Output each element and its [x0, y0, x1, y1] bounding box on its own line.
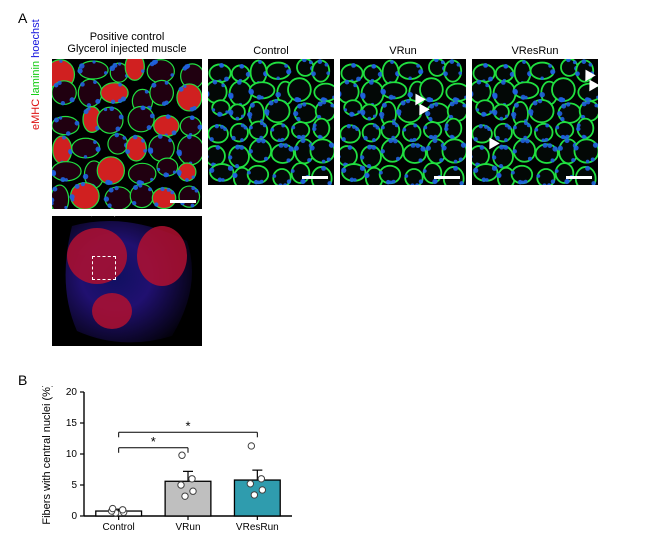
micrograph-column: VResRun: [472, 31, 598, 209]
svg-text:*: *: [185, 418, 190, 433]
scale-bar: [170, 200, 196, 203]
micrograph: [340, 59, 466, 185]
micrograph-title: VResRun: [511, 31, 558, 57]
micrograph-column: Positive controlGlycerol injected muscle: [52, 31, 202, 209]
svg-text:20: 20: [66, 387, 78, 398]
micrograph-column: VRun: [340, 31, 466, 209]
micrograph: [52, 59, 202, 209]
micrograph-column: Control: [208, 31, 334, 209]
micrograph-row: Positive controlGlycerol injected muscle…: [52, 28, 598, 209]
overview-roi: [92, 256, 116, 280]
stain-legend: eMHC laminin hoechst: [30, 19, 42, 130]
scale-bar: [434, 176, 460, 179]
micrograph-title: Positive controlGlycerol injected muscle: [67, 31, 186, 57]
panel-a-label: A: [18, 10, 27, 26]
micrograph-title: Control: [253, 31, 288, 57]
stain-emhc: eMHC: [30, 99, 42, 130]
stain-hoechst: hoechst: [30, 19, 42, 58]
roi-connector: [52, 216, 202, 218]
chart-svg: 0 5 10 15 20 Fibers with central nuclei (%) Co…: [38, 386, 298, 546]
scale-bar: [566, 176, 592, 179]
panel-b-label: B: [18, 372, 27, 388]
svg-text:VRun: VRun: [175, 522, 200, 533]
micrograph: [208, 59, 334, 185]
micrograph: [472, 59, 598, 185]
stain-laminin: laminin: [30, 61, 42, 96]
svg-text:0: 0: [71, 511, 77, 522]
svg-text:VResRun: VResRun: [236, 522, 279, 533]
svg-text:*: *: [151, 434, 156, 449]
svg-text:Control: Control: [103, 522, 135, 533]
svg-text:5: 5: [71, 480, 77, 491]
svg-text:15: 15: [66, 418, 78, 429]
overview-svg: [52, 216, 202, 346]
central-nuclei-chart: 0 5 10 15 20 Fibers with central nuclei (%) Co…: [38, 386, 298, 546]
svg-text:Fibers with central nuclei (%): Fibers with central nuclei (%): [41, 386, 53, 525]
svg-text:10: 10: [66, 449, 78, 460]
overview-micrograph: [52, 216, 202, 346]
micrograph-title: VRun: [389, 31, 417, 57]
scale-bar: [302, 176, 328, 179]
